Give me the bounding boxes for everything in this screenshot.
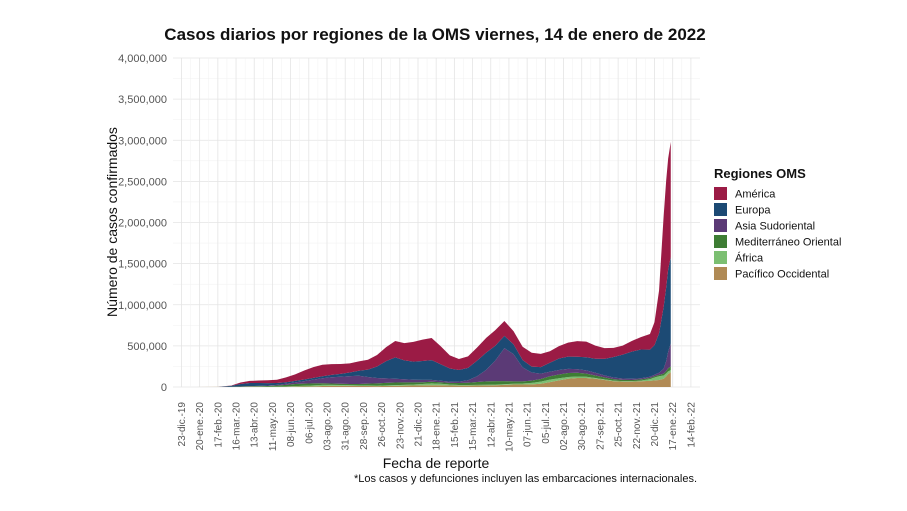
x-axis-ticks: 23-dic.-19 20-ene.-20 17-feb.-20 16-mar.-20… [177, 402, 697, 452]
y-axis-ticks: 0 500,000 1,000,000 1,500,000 2,000,000 2,500… [118, 53, 167, 394]
x-tick-label: 11-may.-20 [268, 402, 279, 452]
legend-label: Mediterráneo Oriental [735, 237, 841, 249]
x-tick-label: 14-feb.-22 [686, 402, 697, 448]
legend-label: África [735, 252, 764, 265]
x-tick-label: 31-ago.-20 [341, 402, 352, 451]
x-tick-label: 05-jul.-21 [541, 402, 552, 444]
x-tick-label: 15-feb.-21 [450, 402, 461, 448]
x-tick-label: 10-may.-21 [504, 402, 515, 452]
x-axis-title: Fecha de reporte [383, 455, 490, 471]
x-tick-label: 20-dic.-21 [650, 402, 661, 447]
x-tick-label: 23-nov.-20 [395, 402, 406, 450]
area-mediterraneo-oriental [195, 366, 671, 387]
y-tick-label: 1,000,000 [118, 300, 167, 312]
x-tick-label: 26-oct.-20 [377, 402, 388, 447]
y-tick-label: 4,000,000 [118, 53, 167, 65]
x-tick-label: 28-sep.-20 [359, 402, 370, 450]
x-tick-label: 22-nov.-21 [632, 402, 643, 450]
legend-swatch [714, 235, 727, 248]
legend-swatch [714, 267, 727, 280]
stacked-areas [195, 141, 671, 387]
y-tick-label: 0 [161, 382, 167, 394]
x-tick-label: 17-ene.-22 [668, 402, 679, 451]
x-tick-label: 17-feb.-20 [213, 402, 224, 448]
x-tick-label: 03-ago.-20 [323, 402, 334, 451]
area-europa [195, 257, 671, 387]
x-tick-label: 30-ago.-21 [577, 402, 588, 451]
x-tick-label: 16-mar.-20 [232, 402, 243, 451]
legend-label: Asia Sudoriental [735, 221, 815, 233]
area-pacifico-occidental [195, 372, 671, 387]
legend-swatch [714, 219, 727, 232]
x-tick-label: 08-jun.-20 [286, 402, 297, 447]
legend: Regiones OMS América Europa Asia Sudorient… [714, 166, 841, 281]
x-tick-label: 15-mar.-21 [468, 402, 479, 451]
caption: *Los casos y defunciones incluyen las em… [354, 473, 697, 485]
legend-title: Regiones OMS [714, 166, 806, 181]
x-tick-label: 23-dic.-19 [177, 402, 188, 447]
x-tick-label: 27-sep.-21 [595, 402, 606, 450]
y-tick-label: 2,500,000 [118, 176, 167, 188]
x-tick-label: 21-dic.-20 [413, 402, 424, 447]
legend-label: Pacífico Occidental [735, 269, 829, 281]
legend-swatch [714, 251, 727, 264]
area-africa [195, 370, 671, 387]
x-tick-label: 06-jul.-20 [304, 402, 315, 444]
x-tick-label: 18-ene.-21 [432, 402, 443, 451]
legend-swatch [714, 203, 727, 216]
x-tick-label: 25-oct.-21 [614, 402, 625, 447]
y-tick-label: 3,000,000 [118, 135, 167, 147]
area-america [195, 141, 671, 387]
legend-label: América [735, 189, 776, 201]
y-axis-title: Número de casos confirmados [104, 127, 120, 317]
y-tick-label: 3,500,000 [118, 94, 167, 106]
x-tick-label: 07-jun.-21 [523, 402, 534, 447]
y-tick-label: 1,500,000 [118, 259, 167, 271]
x-tick-label: 13-abr.-20 [250, 402, 261, 448]
x-tick-label: 02-ago.-21 [559, 402, 570, 451]
legend-label: Europa [735, 205, 771, 217]
grid [173, 57, 700, 388]
y-tick-label: 500,000 [127, 341, 167, 353]
y-tick-label: 2,000,000 [118, 218, 167, 230]
x-tick-label: 20-ene.-20 [195, 402, 206, 451]
chart-title: Casos diarios por regiones de la OMS vie… [164, 25, 705, 44]
legend-swatch [714, 187, 727, 200]
x-tick-label: 12-abr.-21 [486, 402, 497, 448]
